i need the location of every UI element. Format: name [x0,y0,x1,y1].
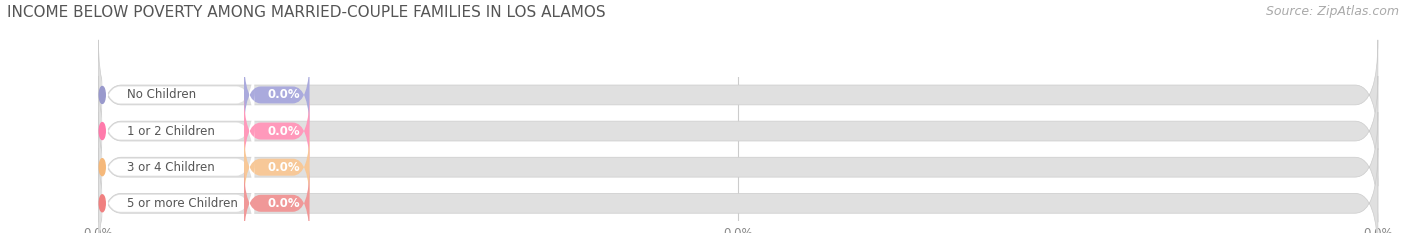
Text: Source: ZipAtlas.com: Source: ZipAtlas.com [1265,5,1399,18]
FancyBboxPatch shape [245,129,309,206]
FancyBboxPatch shape [245,93,309,170]
Text: 3 or 4 Children: 3 or 4 Children [127,161,214,174]
FancyBboxPatch shape [98,40,1378,150]
FancyBboxPatch shape [103,53,254,137]
FancyBboxPatch shape [103,89,254,173]
Text: 0.0%: 0.0% [269,197,301,210]
Text: 1 or 2 Children: 1 or 2 Children [127,125,215,137]
Circle shape [100,123,105,140]
Circle shape [100,159,105,176]
FancyBboxPatch shape [98,112,1378,222]
Text: 0.0%: 0.0% [269,161,301,174]
Circle shape [100,195,105,212]
FancyBboxPatch shape [245,56,309,134]
Text: INCOME BELOW POVERTY AMONG MARRIED-COUPLE FAMILIES IN LOS ALAMOS: INCOME BELOW POVERTY AMONG MARRIED-COUPL… [7,5,606,20]
Text: 0.0%: 0.0% [269,89,301,101]
FancyBboxPatch shape [103,161,254,233]
FancyBboxPatch shape [98,76,1378,186]
FancyBboxPatch shape [103,125,254,209]
FancyBboxPatch shape [245,165,309,233]
Text: 5 or more Children: 5 or more Children [127,197,238,210]
Text: 0.0%: 0.0% [269,125,301,137]
Text: No Children: No Children [127,89,195,101]
FancyBboxPatch shape [98,148,1378,233]
Circle shape [100,86,105,103]
